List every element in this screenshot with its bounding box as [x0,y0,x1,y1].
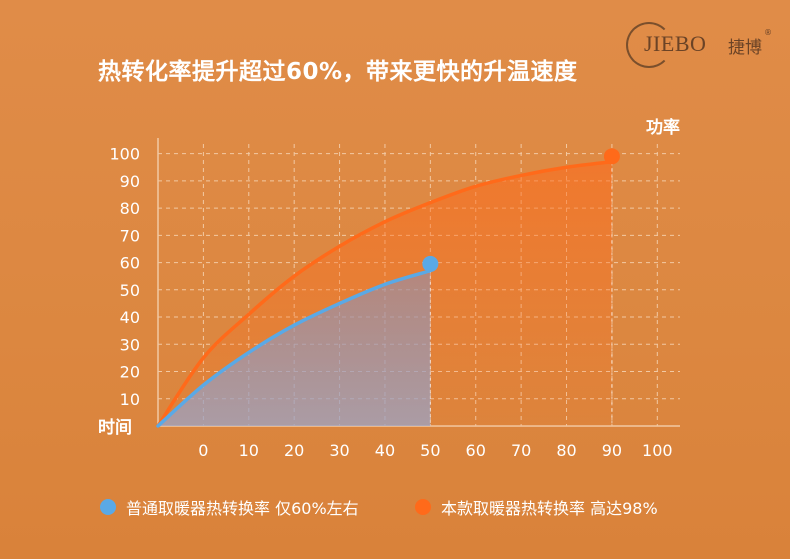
series-line-featured [156,160,614,428]
x-tick-label: 40 [375,441,395,460]
x-axis-label: 时间 [98,417,132,438]
x-tick-label: 100 [642,441,673,460]
x-tick-label: 0 [198,441,208,460]
y-tick-label: 100 [109,145,140,164]
y-tick-label: 60 [120,254,140,273]
logo-ring-icon [626,22,672,68]
legend-item-ordinary: 普通取暖器热转换率 仅60%左右 [100,496,359,518]
brand-logo: JIEBO 捷博 ® [626,22,776,68]
page-headline: 热转化率提升超过60%，带来更快的升温速度 [98,59,578,85]
y-tick-label: 70 [120,226,140,245]
legend-label-ordinary: 普通取暖器热转换率 仅60%左右 [126,499,359,518]
legend-swatch-ordinary [100,499,116,515]
logo-registered-mark: ® [764,28,772,37]
endpoint-marker-ordinary [422,255,439,272]
y-tick-label: 20 [120,363,140,382]
x-tick-label: 10 [239,441,259,460]
y-tick-label: 40 [120,308,140,327]
legend-swatch-featured [415,499,431,515]
x-tick-label: 60 [466,441,486,460]
x-tick-label: 20 [284,441,304,460]
x-tick-label: 70 [511,441,531,460]
y-tick-label: 10 [120,390,140,409]
x-tick-label: 30 [329,441,349,460]
legend-item-featured: 本款取暖器热转换率 高达98% [415,496,658,518]
logo-wordmark: JIEBO [644,31,707,56]
x-tick-label: 80 [556,441,576,460]
area-ordinary [158,270,431,426]
y-tick-label: 90 [120,172,140,191]
y-tick-label: 50 [120,281,140,300]
y-tick-label: 80 [120,199,140,218]
x-tick-label: 90 [602,441,622,460]
legend-label-featured: 本款取暖器热转换率 高达98% [441,499,658,518]
y-tick-label: 30 [120,335,140,354]
endpoint-marker-featured [603,148,620,165]
y-axis-label: 功率 [646,117,680,138]
series-line-ordinary [156,268,433,428]
logo-chinese-name: 捷博 [728,38,762,58]
x-tick-label: 50 [420,441,440,460]
